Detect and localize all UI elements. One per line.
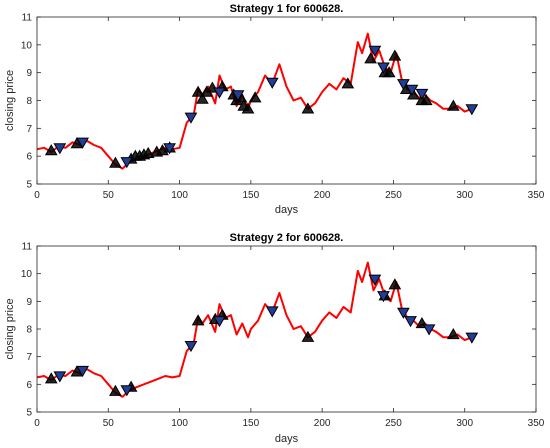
chart-1-buy-marker — [196, 92, 209, 104]
chart-2-buy-marker — [301, 330, 315, 342]
chart-1-buy-marker — [446, 99, 460, 111]
chart-2-ytick-label: 11 — [22, 242, 33, 253]
chart-1-sell-marker — [415, 88, 429, 101]
chart-1-xlabel: days — [275, 204, 299, 216]
chart-1-buy-marker — [382, 66, 396, 78]
chart-2-title: Strategy 2 for 600628. — [230, 232, 344, 244]
chart-2-sell-marker — [213, 316, 226, 328]
chart-1-ytick-label: 5 — [26, 180, 32, 191]
chart-2-buy-marker — [109, 384, 122, 396]
chart-1-xtick-label: 200 — [314, 190, 331, 201]
chart-2-xlabel: days — [275, 433, 299, 445]
chart-2-xtick-label: 350 — [528, 418, 545, 429]
chart-2-xtick-label: 250 — [385, 418, 402, 429]
chart-2-xtick-label: 50 — [103, 418, 115, 429]
chart-1-xtick-label: 150 — [243, 190, 260, 201]
chart-1-ticks: 0 50 100 150 200 250 300 350 5 6 7 8 9 10 11 — [21, 13, 545, 202]
chart-panel-2: Strategy 2 for 600628. 0 50 100 150 200 250 30… — [4, 232, 545, 445]
chart-2-ytick-label: 5 — [26, 408, 32, 419]
chart-1-xtick-label: 300 — [456, 190, 473, 201]
chart-1-sell-marker — [53, 143, 67, 155]
chart-2-buy-marker — [446, 328, 460, 340]
chart-1-xtick-label: 350 — [528, 190, 545, 201]
chart-1-xtick-label: 100 — [171, 190, 188, 201]
chart-1-sell-marker — [120, 157, 134, 169]
chart-1-sell-marker — [76, 137, 89, 149]
chart-2-buy-marker — [388, 278, 402, 290]
chart-2-sell-marker — [265, 306, 279, 318]
chart-2-sell-marker — [184, 340, 198, 353]
chart-1-buy-marker — [419, 93, 433, 106]
chart-2-sell-marker — [120, 385, 134, 397]
chart-2-ytick-label: 9 — [26, 297, 32, 308]
chart-1-buy-marker — [341, 77, 355, 89]
chart-1-buy-marker — [248, 91, 262, 103]
chart-1-buy-marker — [407, 88, 420, 100]
chart-1-sell-marker — [163, 143, 176, 155]
chart-1-title: Strategy 1 for 600628. — [230, 3, 344, 15]
chart-1-sell-marker — [377, 62, 390, 74]
chart-1-sell-marker — [231, 90, 245, 102]
chart-1-buy-marker — [301, 102, 315, 114]
chart-1-xtick-label: 0 — [34, 190, 40, 201]
chart-1-ylabel: closing price — [4, 70, 16, 131]
chart-2-buy-marker — [44, 372, 58, 384]
chart-1-buy-marker — [191, 85, 205, 97]
chart-1-sell-marker — [397, 79, 410, 91]
chart-panel-1: Strategy 1 for 600628. 0 50 100 150 200 250 30… — [4, 3, 545, 216]
chart-2-sell-marker — [368, 274, 382, 286]
chart-2-xtick-label: 100 — [171, 418, 188, 429]
chart-1-sell-marker — [265, 77, 279, 89]
chart-1-buy-marker — [141, 146, 155, 159]
chart-2-sell-marker — [53, 371, 67, 383]
chart-1-sell-marker — [184, 112, 198, 124]
chart-2-sell-marker — [76, 365, 89, 378]
chart-1-buy-marker — [364, 52, 377, 64]
chart-1-xtick-label: 50 — [103, 190, 115, 201]
chart-1-sell-marker — [213, 87, 226, 99]
chart-1-ytick-label: 7 — [26, 124, 32, 135]
chart-1-ytick-label: 9 — [26, 68, 32, 79]
chart-2-xtick-label: 150 — [243, 418, 260, 429]
chart-2-ylabel: closing price — [4, 298, 16, 359]
chart-2-ytick-label: 10 — [21, 269, 33, 280]
chart-1-sell-marker — [368, 45, 382, 57]
chart-1-ytick-label: 8 — [26, 96, 32, 107]
chart-1-ytick-label: 10 — [21, 40, 33, 51]
chart-2-ytick-label: 7 — [26, 352, 32, 363]
chart-1-buy-marker — [44, 144, 58, 156]
chart-2-sell-marker — [377, 291, 390, 303]
chart-1-sell-marker — [465, 104, 479, 116]
chart-2-sell-marker — [422, 324, 436, 336]
chart-1-buy-marker — [388, 49, 402, 61]
chart-1-buy-marker — [109, 156, 122, 168]
chart-1-ytick-label: 11 — [22, 13, 33, 24]
chart-2-sell-marker — [465, 332, 479, 344]
chart-2-ticks: 0 50 100 150 200 250 300 350 5 6 7 8 9 10 11 — [21, 242, 545, 430]
chart-2-xtick-label: 200 — [314, 418, 331, 429]
chart-2-ytick-label: 6 — [26, 380, 32, 391]
chart-2-sell-marker — [404, 316, 417, 328]
chart-2-marks — [36, 261, 479, 398]
chart-1-ytick-label: 6 — [26, 152, 32, 163]
chart-2-xtick-label: 300 — [456, 418, 473, 429]
chart-1-sell-marker — [405, 84, 419, 96]
chart-2-xtick-label: 0 — [34, 418, 40, 429]
chart-1-buy-marker — [241, 102, 255, 114]
chart-2-sell-marker — [397, 307, 410, 319]
chart-2-ytick-label: 8 — [26, 325, 32, 336]
chart-2-buy-marker — [191, 314, 205, 326]
chart-1-xtick-label: 250 — [385, 190, 402, 201]
chart-1-marks — [36, 32, 479, 170]
